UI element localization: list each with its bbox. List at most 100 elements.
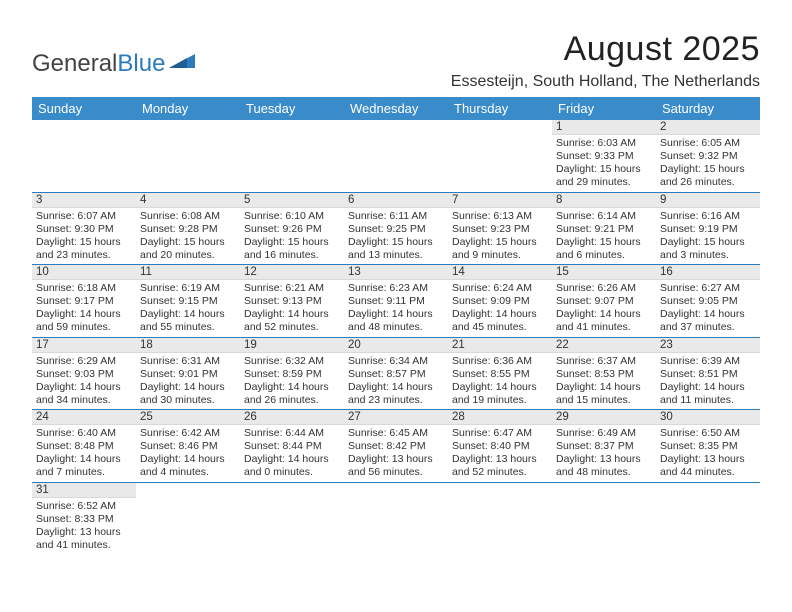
sunset-text: Sunset: 9:17 PM — [36, 295, 132, 308]
sunrise-text: Sunrise: 6:36 AM — [452, 355, 548, 368]
day-info: Sunrise: 6:26 AMSunset: 9:07 PMDaylight:… — [552, 280, 656, 337]
sunset-text: Sunset: 9:19 PM — [660, 223, 756, 236]
sunrise-text: Sunrise: 6:08 AM — [140, 210, 236, 223]
calendar-day-empty — [240, 120, 344, 192]
calendar-day-empty — [448, 482, 552, 554]
sunrise-text: Sunrise: 6:39 AM — [660, 355, 756, 368]
daylight-text-1: Daylight: 14 hours — [36, 381, 132, 394]
sunrise-text: Sunrise: 6:50 AM — [660, 427, 756, 440]
sunrise-text: Sunrise: 6:18 AM — [36, 282, 132, 295]
daylight-text-1: Daylight: 14 hours — [36, 453, 132, 466]
day-number: 21 — [448, 338, 552, 353]
day-info: Sunrise: 6:50 AMSunset: 8:35 PMDaylight:… — [656, 425, 760, 482]
calendar-day: 31Sunrise: 6:52 AMSunset: 8:33 PMDayligh… — [32, 482, 136, 554]
logo-blue: Blue — [117, 50, 165, 78]
day-number: 30 — [656, 410, 760, 425]
daylight-text-2: and 23 minutes. — [348, 394, 444, 407]
sunrise-text: Sunrise: 6:23 AM — [348, 282, 444, 295]
calendar-day: 17Sunrise: 6:29 AMSunset: 9:03 PMDayligh… — [32, 337, 136, 410]
daylight-text-1: Daylight: 15 hours — [660, 236, 756, 249]
daylight-text-1: Daylight: 14 hours — [140, 453, 236, 466]
day-number: 7 — [448, 193, 552, 208]
daylight-text-1: Daylight: 15 hours — [140, 236, 236, 249]
day-number: 13 — [344, 265, 448, 280]
calendar-day: 29Sunrise: 6:49 AMSunset: 8:37 PMDayligh… — [552, 410, 656, 483]
calendar-day: 22Sunrise: 6:37 AMSunset: 8:53 PMDayligh… — [552, 337, 656, 410]
calendar-table: SundayMondayTuesdayWednesdayThursdayFrid… — [32, 97, 760, 554]
header: GeneralBlue August 2025 Essesteijn, Sout… — [32, 30, 760, 91]
sunrise-text: Sunrise: 6:40 AM — [36, 427, 132, 440]
day-header: Thursday — [448, 97, 552, 120]
page-title: August 2025 — [451, 30, 760, 69]
daylight-text-1: Daylight: 14 hours — [348, 308, 444, 321]
sunrise-text: Sunrise: 6:31 AM — [140, 355, 236, 368]
day-number: 31 — [32, 483, 136, 498]
day-header: Friday — [552, 97, 656, 120]
day-info: Sunrise: 6:13 AMSunset: 9:23 PMDaylight:… — [448, 208, 552, 265]
day-info: Sunrise: 6:07 AMSunset: 9:30 PMDaylight:… — [32, 208, 136, 265]
day-number: 26 — [240, 410, 344, 425]
day-number: 9 — [656, 193, 760, 208]
calendar-day-empty — [448, 120, 552, 192]
day-info: Sunrise: 6:19 AMSunset: 9:15 PMDaylight:… — [136, 280, 240, 337]
sunrise-text: Sunrise: 6:14 AM — [556, 210, 652, 223]
day-number: 18 — [136, 338, 240, 353]
sunrise-text: Sunrise: 6:26 AM — [556, 282, 652, 295]
daylight-text-2: and 44 minutes. — [660, 466, 756, 479]
day-header: Monday — [136, 97, 240, 120]
sunset-text: Sunset: 9:28 PM — [140, 223, 236, 236]
calendar-day-empty — [344, 120, 448, 192]
calendar-day: 19Sunrise: 6:32 AMSunset: 8:59 PMDayligh… — [240, 337, 344, 410]
daylight-text-2: and 3 minutes. — [660, 249, 756, 262]
daylight-text-1: Daylight: 13 hours — [452, 453, 548, 466]
sunset-text: Sunset: 8:53 PM — [556, 368, 652, 381]
day-header: Tuesday — [240, 97, 344, 120]
sunrise-text: Sunrise: 6:19 AM — [140, 282, 236, 295]
day-info: Sunrise: 6:11 AMSunset: 9:25 PMDaylight:… — [344, 208, 448, 265]
daylight-text-2: and 48 minutes. — [556, 466, 652, 479]
daylight-text-2: and 26 minutes. — [244, 394, 340, 407]
day-info: Sunrise: 6:31 AMSunset: 9:01 PMDaylight:… — [136, 353, 240, 410]
daylight-text-2: and 52 minutes. — [452, 466, 548, 479]
calendar-day: 16Sunrise: 6:27 AMSunset: 9:05 PMDayligh… — [656, 265, 760, 338]
sunrise-text: Sunrise: 6:45 AM — [348, 427, 444, 440]
day-info: Sunrise: 6:10 AMSunset: 9:26 PMDaylight:… — [240, 208, 344, 265]
daylight-text-1: Daylight: 14 hours — [660, 381, 756, 394]
daylight-text-2: and 26 minutes. — [660, 176, 756, 189]
sunrise-text: Sunrise: 6:03 AM — [556, 137, 652, 150]
day-header: Sunday — [32, 97, 136, 120]
daylight-text-1: Daylight: 14 hours — [244, 453, 340, 466]
day-number: 22 — [552, 338, 656, 353]
sunrise-text: Sunrise: 6:47 AM — [452, 427, 548, 440]
daylight-text-1: Daylight: 15 hours — [244, 236, 340, 249]
daylight-text-2: and 55 minutes. — [140, 321, 236, 334]
sunset-text: Sunset: 9:30 PM — [36, 223, 132, 236]
calendar-day: 15Sunrise: 6:26 AMSunset: 9:07 PMDayligh… — [552, 265, 656, 338]
sunrise-text: Sunrise: 6:13 AM — [452, 210, 548, 223]
day-number: 25 — [136, 410, 240, 425]
calendar-week: 1Sunrise: 6:03 AMSunset: 9:33 PMDaylight… — [32, 120, 760, 192]
daylight-text-2: and 11 minutes. — [660, 394, 756, 407]
sunrise-text: Sunrise: 6:52 AM — [36, 500, 132, 513]
sunset-text: Sunset: 9:07 PM — [556, 295, 652, 308]
daylight-text-2: and 45 minutes. — [452, 321, 548, 334]
location: Essesteijn, South Holland, The Netherlan… — [451, 73, 760, 91]
calendar-day: 26Sunrise: 6:44 AMSunset: 8:44 PMDayligh… — [240, 410, 344, 483]
sunrise-text: Sunrise: 6:44 AM — [244, 427, 340, 440]
daylight-text-1: Daylight: 15 hours — [452, 236, 548, 249]
day-number: 27 — [344, 410, 448, 425]
daylight-text-2: and 4 minutes. — [140, 466, 236, 479]
sunset-text: Sunset: 9:09 PM — [452, 295, 548, 308]
calendar-day: 28Sunrise: 6:47 AMSunset: 8:40 PMDayligh… — [448, 410, 552, 483]
day-info: Sunrise: 6:24 AMSunset: 9:09 PMDaylight:… — [448, 280, 552, 337]
sunrise-text: Sunrise: 6:27 AM — [660, 282, 756, 295]
day-info: Sunrise: 6:27 AMSunset: 9:05 PMDaylight:… — [656, 280, 760, 337]
daylight-text-1: Daylight: 15 hours — [348, 236, 444, 249]
days-of-week-row: SundayMondayTuesdayWednesdayThursdayFrid… — [32, 97, 760, 120]
calendar-week: 24Sunrise: 6:40 AMSunset: 8:48 PMDayligh… — [32, 410, 760, 483]
sunset-text: Sunset: 9:13 PM — [244, 295, 340, 308]
day-info: Sunrise: 6:29 AMSunset: 9:03 PMDaylight:… — [32, 353, 136, 410]
daylight-text-1: Daylight: 14 hours — [556, 308, 652, 321]
sunset-text: Sunset: 8:57 PM — [348, 368, 444, 381]
day-header: Saturday — [656, 97, 760, 120]
